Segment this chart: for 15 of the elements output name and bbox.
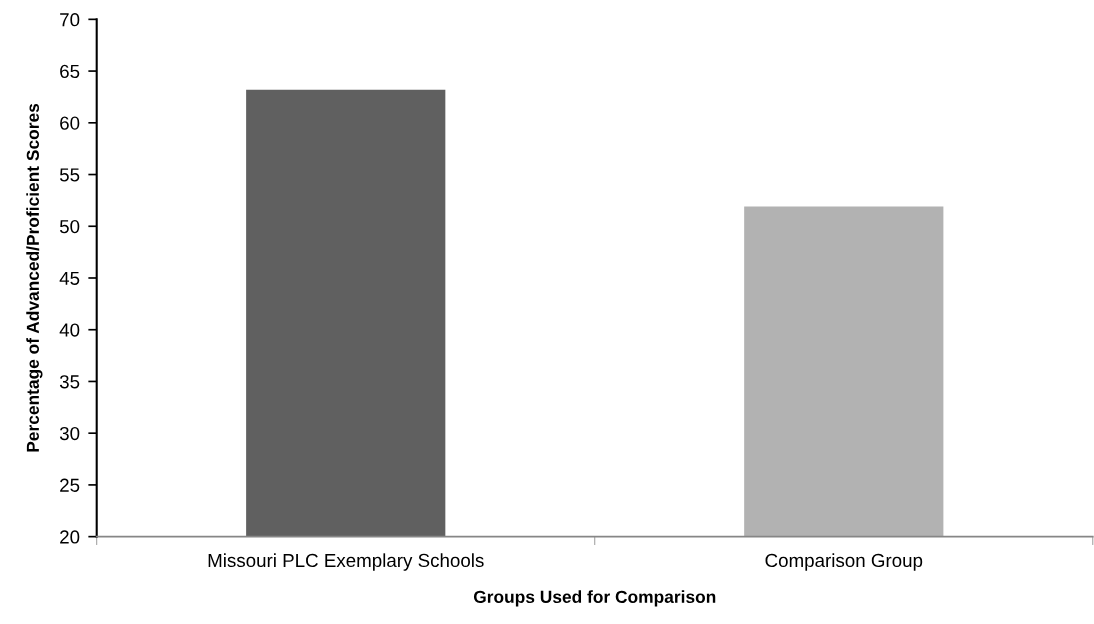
y-tick-label: 30 <box>59 426 80 441</box>
y-tick-label: 60 <box>60 116 80 130</box>
y-tick-label: 50 <box>59 219 80 234</box>
x-tick-label: Missouri PLC Exemplary Schools <box>208 553 484 571</box>
y-tick-label: 55 <box>59 168 80 182</box>
y-tick-label: 40 <box>59 323 80 337</box>
x-axis-title: Groups Used for Comparison <box>473 590 716 607</box>
y-tick-label: 25 <box>60 478 80 492</box>
x-tick-label: Comparison Group <box>765 553 923 571</box>
y-axis-title: Percentage of Advanced/Proficient Scores <box>26 103 43 452</box>
y-tick-label: 20 <box>60 530 80 544</box>
y-tick-label: 45 <box>59 271 80 285</box>
y-tick-label: 35 <box>59 375 80 389</box>
y-tick-label: 70 <box>60 13 80 27</box>
y-tick-label: 65 <box>60 64 80 79</box>
